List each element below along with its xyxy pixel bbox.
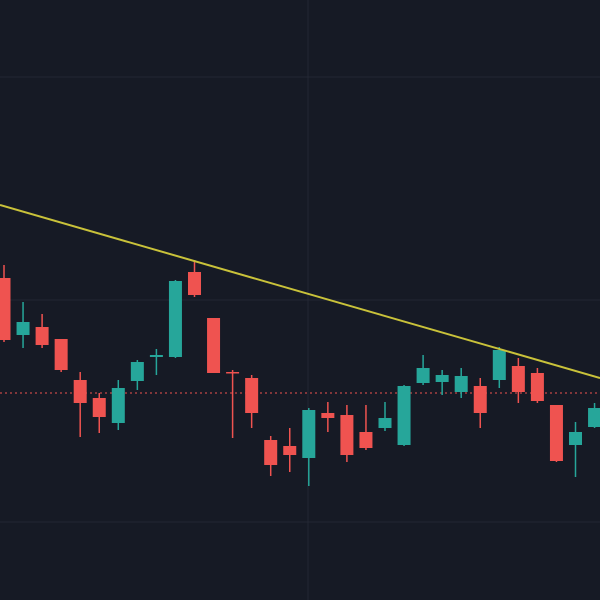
candle-body <box>588 408 600 427</box>
candle-body <box>188 272 201 295</box>
candle-body <box>264 440 278 465</box>
candle-body <box>340 415 354 455</box>
candle-body <box>35 327 49 345</box>
candle-body <box>283 446 297 455</box>
candle-body <box>378 418 392 428</box>
candle-body <box>245 378 259 413</box>
candle-body <box>54 339 68 370</box>
candle-body <box>435 375 449 382</box>
candle-body <box>16 322 30 335</box>
candle-body <box>416 368 430 383</box>
candle-body <box>473 386 487 413</box>
candle-body <box>397 386 411 445</box>
candle-body <box>569 432 582 445</box>
candle-body <box>207 318 221 373</box>
candle-body <box>149 355 163 357</box>
candle-body <box>549 405 563 461</box>
candle-body <box>168 281 182 357</box>
trendline <box>0 204 600 379</box>
candle-body <box>92 398 106 417</box>
candle-body <box>111 388 125 423</box>
candle-body <box>0 278 11 340</box>
candle-body <box>511 366 525 392</box>
candle-body <box>359 432 373 448</box>
candle-body <box>73 380 87 403</box>
candle-body <box>226 372 240 374</box>
candle-body <box>130 362 144 381</box>
candle-body <box>454 376 468 392</box>
candle-body <box>492 350 506 380</box>
candle-body <box>302 410 316 458</box>
candle-body <box>530 373 544 401</box>
candle-body <box>321 413 335 418</box>
